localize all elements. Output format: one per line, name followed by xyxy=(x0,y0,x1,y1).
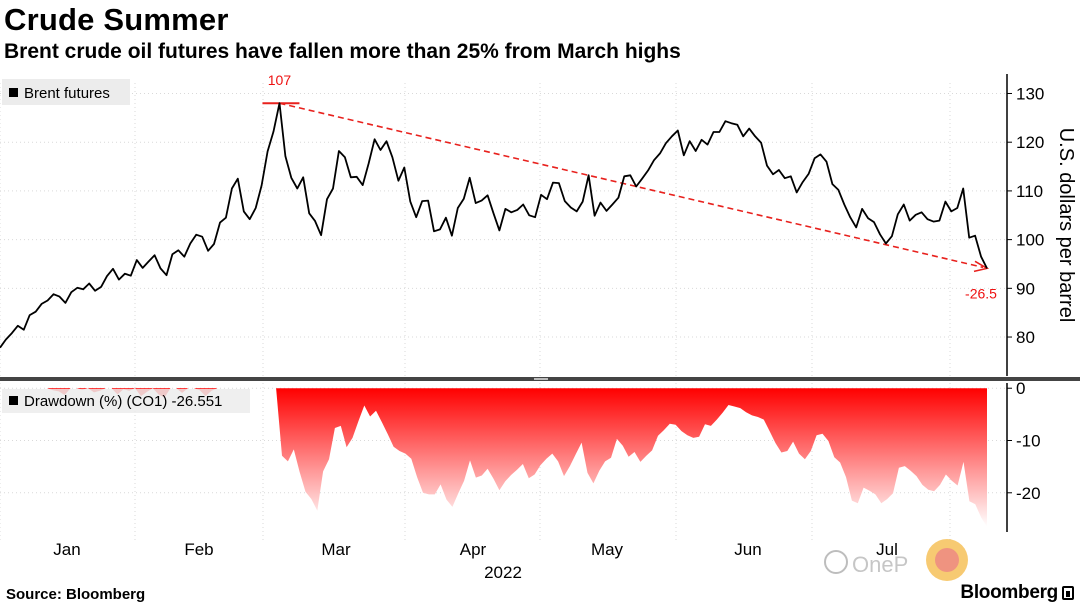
price-y-label: U.S. dollars per barrel xyxy=(1055,128,1077,323)
bloomberg-terminal-icon xyxy=(1062,586,1074,600)
x-tick-label: Jan xyxy=(53,540,80,559)
drawdown-legend: Drawdown (%) (CO1) -26.551 xyxy=(2,389,250,413)
drawdown-y-ticks: 0 -10 -20 xyxy=(1007,379,1041,503)
price-tick-label: 100 xyxy=(1016,231,1044,250)
drawdown-tick-label: -20 xyxy=(1016,484,1041,503)
watermark-badge-inner-icon xyxy=(935,548,959,572)
price-legend: Brent futures xyxy=(2,79,130,105)
peak-label: 107 xyxy=(268,72,292,88)
x-axis-year-label: 2022 xyxy=(484,563,522,582)
price-y-ticks: 80 90 100 110 120 130 xyxy=(1007,84,1044,347)
legend-box xyxy=(2,79,130,105)
x-tick-label: May xyxy=(591,540,624,559)
drawdown-legend-box xyxy=(2,389,250,413)
trend-line xyxy=(279,102,984,269)
x-axis-ticks: Jan Feb Mar Apr May Jun Jul xyxy=(53,540,898,559)
watermark-text: OneP xyxy=(852,552,908,577)
y-axis-label: U.S. dollars per barrel xyxy=(1055,128,1077,323)
price-grid xyxy=(0,83,1007,376)
drawdown-tick-label: -10 xyxy=(1016,432,1041,451)
x-tick-label: Apr xyxy=(460,540,487,559)
bloomberg-logo: Bloomberg xyxy=(960,582,1058,603)
price-tick-label: 80 xyxy=(1016,328,1035,347)
price-tick-label: 120 xyxy=(1016,133,1044,152)
price-line xyxy=(0,102,988,349)
price-tick-label: 110 xyxy=(1016,182,1043,201)
x-tick-label: Feb xyxy=(184,540,213,559)
drawdown-legend-swatch xyxy=(9,396,18,405)
drawdown-tick-label: 0 xyxy=(1016,379,1025,398)
source-note: Source: Bloomberg xyxy=(6,586,146,603)
legend-swatch xyxy=(9,88,18,97)
trend-annotation: 107 -26.5 xyxy=(262,72,997,301)
watermark-logo-icon xyxy=(824,550,848,574)
price-tick-label: 130 xyxy=(1016,84,1044,103)
price-tick-label: 90 xyxy=(1016,279,1035,298)
divider-handle[interactable] xyxy=(534,378,548,380)
drawdown-legend-label: Drawdown (%) (CO1) -26.551 xyxy=(24,393,222,410)
watermark: OneP xyxy=(824,539,968,581)
chart-title: Crude Summer xyxy=(4,2,229,37)
x-tick-label: Jul xyxy=(876,540,898,559)
chart-subtitle: Brent crude oil futures have fallen more… xyxy=(4,40,681,63)
x-tick-label: Mar xyxy=(321,540,351,559)
x-tick-label: Jun xyxy=(734,540,761,559)
legend-label: Brent futures xyxy=(24,85,110,102)
drawdown-area xyxy=(0,388,987,527)
end-label: -26.5 xyxy=(965,285,997,301)
